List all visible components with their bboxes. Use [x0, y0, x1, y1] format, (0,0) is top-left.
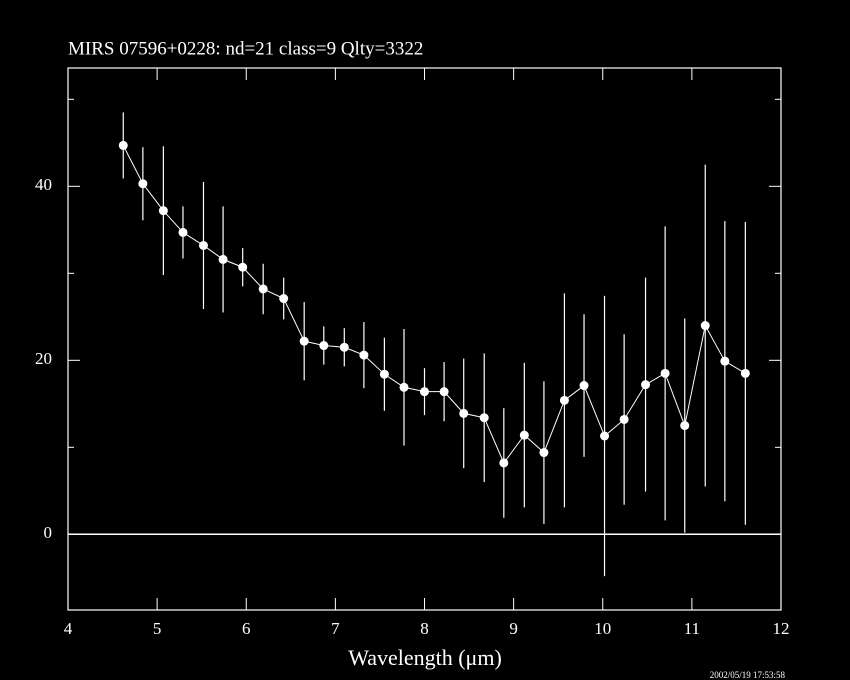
data-point — [519, 430, 529, 440]
data-point — [539, 448, 549, 458]
data-point — [399, 382, 409, 392]
x-tick-label: 9 — [509, 619, 518, 638]
plot-frame — [67, 67, 782, 611]
data-point — [479, 413, 489, 423]
x-tick-label: 8 — [420, 619, 429, 638]
data-point — [198, 240, 208, 250]
data-point — [379, 369, 389, 379]
x-tick-label: 6 — [242, 619, 251, 638]
data-point — [420, 387, 429, 397]
chart-title: MIRS 07596+0228: nd=21 class=9 Qlty=3322 — [68, 38, 423, 59]
data-point — [158, 206, 168, 216]
data-point — [641, 380, 651, 390]
data-point — [619, 414, 629, 424]
y-tick-label: 20 — [35, 349, 52, 368]
y-tick-label: 40 — [35, 175, 52, 194]
data-point — [118, 140, 128, 150]
data-point — [178, 227, 188, 237]
y-tick-label: 0 — [44, 523, 53, 542]
x-axis-label: Wavelength (μm) — [348, 645, 502, 670]
data-point — [499, 458, 509, 468]
data-point — [299, 336, 309, 346]
data-point — [700, 321, 710, 331]
data-line — [122, 145, 746, 464]
x-tick-label: 7 — [331, 619, 340, 638]
data-point — [680, 421, 690, 431]
data-point — [279, 294, 289, 304]
x-tick-label: 4 — [64, 619, 73, 638]
timestamp: 2002/05/19 17:53:58 — [710, 670, 786, 680]
data-point — [138, 179, 148, 189]
x-tick-label: 12 — [773, 619, 790, 638]
data-point — [600, 431, 610, 441]
data-point — [740, 368, 750, 378]
data-point — [258, 284, 268, 294]
data-point — [339, 342, 349, 352]
x-tick-label: 10 — [594, 619, 611, 638]
data-point — [439, 387, 449, 397]
x-tick-label: 5 — [153, 619, 162, 638]
data-point — [218, 254, 228, 264]
data-point — [660, 368, 670, 378]
data-point — [459, 408, 469, 418]
data-point — [359, 350, 369, 360]
data-point — [319, 341, 329, 351]
x-tick-label: 11 — [684, 619, 700, 638]
data-point — [720, 356, 730, 366]
data-point — [579, 381, 589, 391]
data-point — [559, 395, 569, 405]
data-point — [238, 262, 248, 272]
